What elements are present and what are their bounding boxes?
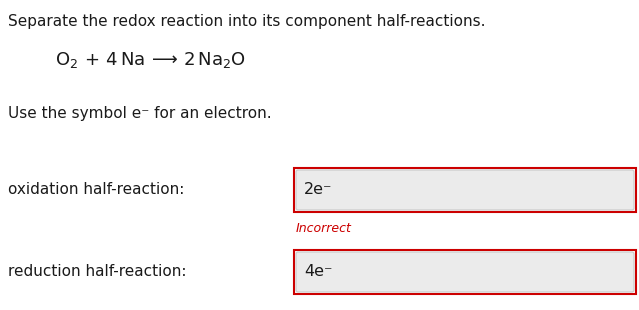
FancyBboxPatch shape xyxy=(296,252,634,292)
FancyBboxPatch shape xyxy=(296,170,634,210)
Text: Separate the redox reaction into its component half-reactions.: Separate the redox reaction into its com… xyxy=(8,14,486,29)
Text: 4e⁻: 4e⁻ xyxy=(304,264,332,280)
Text: 2e⁻: 2e⁻ xyxy=(304,183,332,197)
Text: Use the symbol e⁻ for an electron.: Use the symbol e⁻ for an electron. xyxy=(8,106,272,121)
Bar xyxy=(294,168,636,212)
Text: $\mathregular{O_2}$$\,+\,4\,\mathregular{Na}\,\longrightarrow\,2\,\mathregular{N: $\mathregular{O_2}$$\,+\,4\,\mathregular… xyxy=(55,50,246,70)
Bar xyxy=(294,250,636,294)
Text: Incorrect: Incorrect xyxy=(296,222,352,235)
Text: reduction half-reaction:: reduction half-reaction: xyxy=(8,264,187,280)
Text: oxidation half-reaction:: oxidation half-reaction: xyxy=(8,183,185,197)
